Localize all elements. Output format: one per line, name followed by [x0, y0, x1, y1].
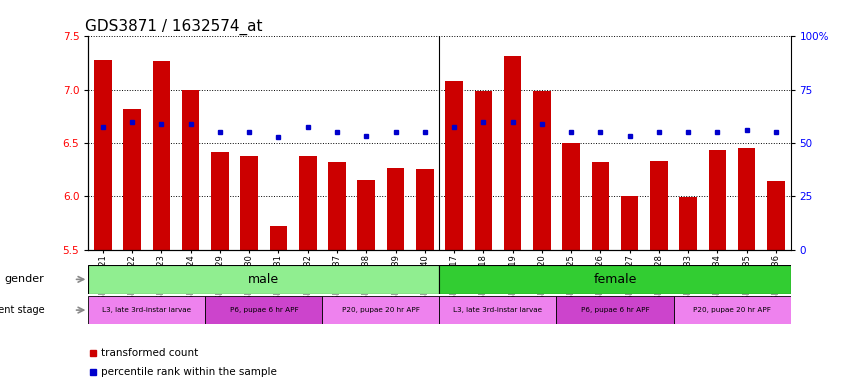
- Text: L3, late 3rd-instar larvae: L3, late 3rd-instar larvae: [103, 307, 192, 313]
- Bar: [241, 156, 258, 250]
- Bar: [439, 296, 557, 324]
- Bar: [94, 60, 112, 250]
- Text: GDS3871 / 1632574_at: GDS3871 / 1632574_at: [85, 19, 262, 35]
- Text: P20, pupae 20 hr APF: P20, pupae 20 hr APF: [342, 307, 420, 313]
- Text: percentile rank within the sample: percentile rank within the sample: [101, 367, 277, 377]
- Bar: [153, 61, 170, 250]
- Bar: [474, 91, 492, 250]
- Text: L3, late 3rd-instar larvae: L3, late 3rd-instar larvae: [453, 307, 542, 313]
- Bar: [387, 167, 405, 250]
- Text: P6, pupae 6 hr APF: P6, pupae 6 hr APF: [230, 307, 299, 313]
- Text: development stage: development stage: [0, 305, 45, 315]
- Bar: [211, 152, 229, 250]
- Bar: [357, 180, 375, 250]
- Bar: [709, 151, 726, 250]
- Bar: [650, 161, 668, 250]
- Bar: [439, 265, 791, 294]
- Text: transformed count: transformed count: [101, 348, 198, 358]
- Text: gender: gender: [5, 274, 45, 285]
- Text: P20, pupae 20 hr APF: P20, pupae 20 hr APF: [693, 307, 771, 313]
- Bar: [182, 90, 199, 250]
- Bar: [680, 197, 697, 250]
- Bar: [674, 296, 791, 324]
- Bar: [445, 81, 463, 250]
- Bar: [88, 265, 439, 294]
- Text: female: female: [593, 273, 637, 286]
- Bar: [322, 296, 439, 324]
- Bar: [557, 296, 674, 324]
- Bar: [270, 226, 288, 250]
- Text: P6, pupae 6 hr APF: P6, pupae 6 hr APF: [580, 307, 649, 313]
- Bar: [299, 156, 316, 250]
- Bar: [563, 143, 580, 250]
- Bar: [205, 296, 322, 324]
- Bar: [88, 296, 205, 324]
- Bar: [533, 91, 551, 250]
- Bar: [416, 169, 434, 250]
- Bar: [621, 196, 638, 250]
- Bar: [124, 109, 141, 250]
- Bar: [591, 162, 609, 250]
- Bar: [504, 56, 521, 250]
- Bar: [767, 181, 785, 250]
- Bar: [738, 148, 755, 250]
- Text: male: male: [248, 273, 279, 286]
- Bar: [328, 162, 346, 250]
